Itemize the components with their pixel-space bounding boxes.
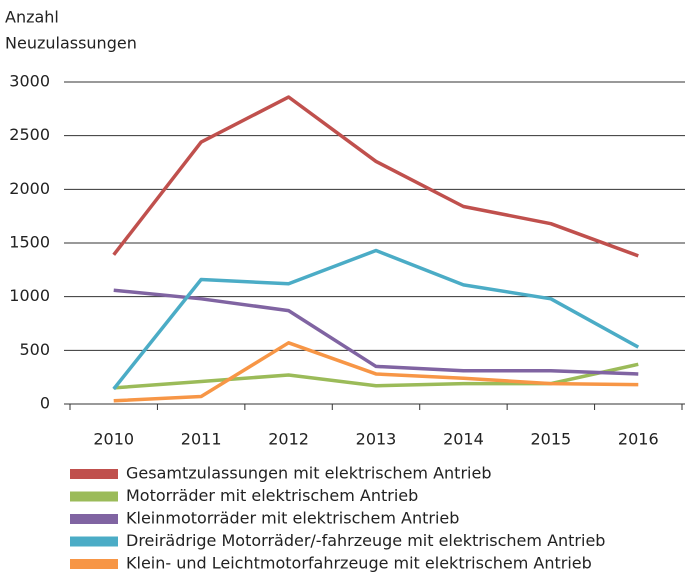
x-tick-label: 2014 [443,430,484,449]
legend-label: Kleinmotorräder mit elektrischem Antrieb [126,509,459,528]
y-axis-label: Anzahl [5,8,59,27]
legend-swatch [70,536,118,547]
x-tick-label: 2011 [181,430,222,449]
x-tick-label: 2013 [356,430,397,449]
legend-label: Motorräder mit elektrischem Antrieb [126,486,418,505]
legend-swatch [70,469,118,479]
x-tick-label: 2010 [93,430,134,449]
y-tick-label: 500 [19,340,50,359]
x-tick-label: 2012 [268,430,309,449]
series-line [113,288,639,376]
series-line [112,95,639,258]
y-tick-label: 1500 [9,233,50,252]
y-tick-label: 3000 [9,72,50,91]
legend-label: Dreirädrige Motorräder/-fahrzeuge mit el… [126,531,605,550]
y-tick-label: 0 [40,394,50,413]
legend-label: Gesamtzulassungen mit elektrischem Antri… [126,464,491,483]
legend-swatch [70,491,118,502]
legend-swatch [70,559,118,569]
y-tick-label: 2500 [9,125,50,144]
series-line [112,248,640,391]
y-tick-label: 2000 [9,179,50,198]
series-line [113,341,639,403]
y-axis-label: Neuzulassungen [5,34,137,53]
y-tick-label: 1000 [9,286,50,305]
legend-swatch [70,514,118,524]
x-tick-label: 2015 [530,430,571,449]
x-tick-label: 2016 [618,430,659,449]
legend-label: Klein- und Leichtmotorfahrzeuge mit elek… [126,554,592,573]
